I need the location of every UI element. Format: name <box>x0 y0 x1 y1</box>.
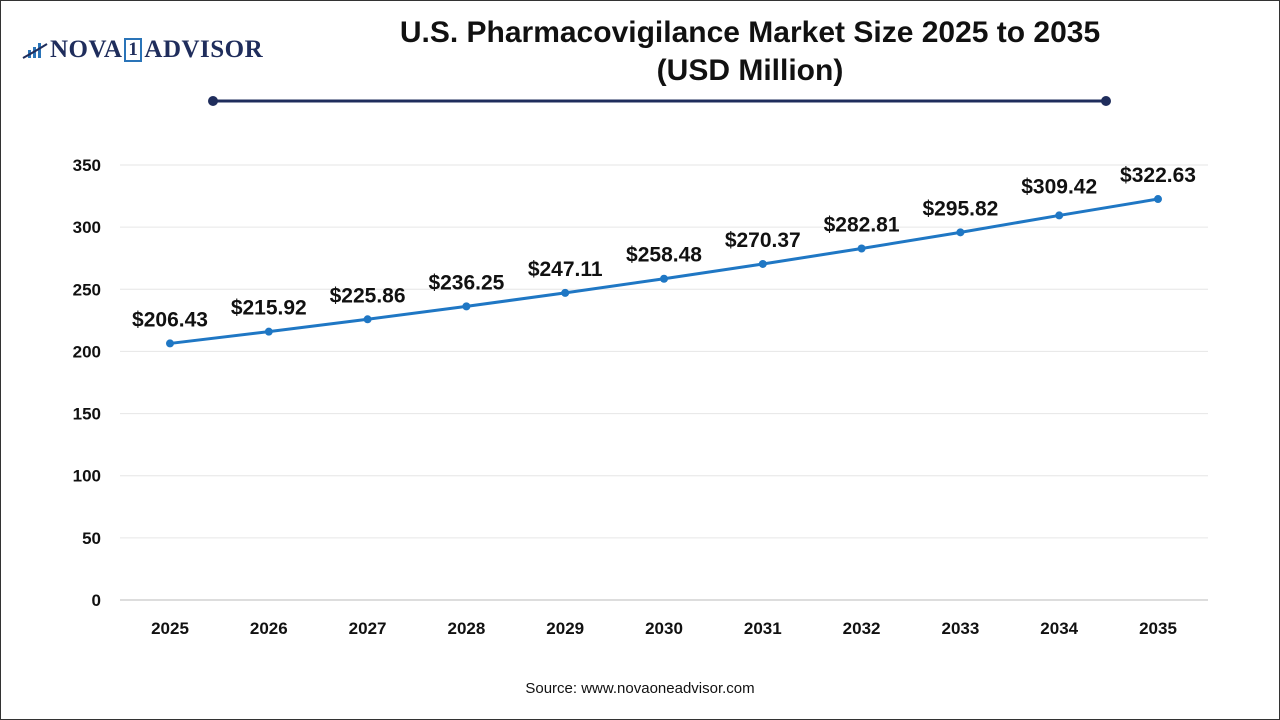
data-label: $322.63 <box>1120 164 1196 187</box>
data-point <box>1055 211 1064 220</box>
y-tick-label: 300 <box>73 218 101 237</box>
title-line2: (USD Million) <box>656 54 844 87</box>
x-tick-label: 2033 <box>941 619 979 638</box>
logo: NOVA 1 ADVISOR <box>22 36 263 64</box>
data-point <box>264 327 273 336</box>
logo-text-right: ADVISOR <box>144 36 264 63</box>
data-label: $309.42 <box>1021 175 1097 198</box>
x-tick-label: 2028 <box>447 619 485 638</box>
title-line1: U.S. Pharmacovigilance Market Size 2025 … <box>399 16 1101 49</box>
x-tick-label: 2025 <box>151 619 189 638</box>
y-tick-label: 50 <box>82 529 101 548</box>
data-point <box>857 244 866 253</box>
series-line <box>169 197 1159 345</box>
y-tick-label: 200 <box>73 342 101 361</box>
y-tick-label: 150 <box>73 405 101 424</box>
y-tick-label: 100 <box>73 467 101 486</box>
data-label: $270.37 <box>725 229 801 252</box>
x-tick-label: 2031 <box>744 619 782 638</box>
data-point <box>166 339 174 348</box>
chart-title: U.S. Pharmacovigilance Market Size 2025 … <box>300 14 1200 90</box>
data-label: $206.43 <box>132 308 208 331</box>
x-tick-label: 2035 <box>1139 619 1177 638</box>
y-tick-label: 0 <box>92 591 101 610</box>
data-point <box>561 288 570 297</box>
x-tick-label: 2030 <box>645 619 683 638</box>
y-tick-label: 350 <box>73 156 101 175</box>
data-point <box>660 274 668 283</box>
source-note: Source: www.novaoneadvisor.com <box>525 680 755 697</box>
data-label: $295.82 <box>922 197 998 220</box>
logo-text-box: 1 <box>124 38 143 62</box>
y-tick-label: 250 <box>73 280 101 299</box>
data-label: $282.81 <box>824 214 900 237</box>
data-label: $247.11 <box>528 258 603 281</box>
data-point <box>1154 195 1162 204</box>
data-label: $225.86 <box>330 284 406 307</box>
x-tick-label: 2027 <box>349 619 387 638</box>
title-rule-dot-left <box>208 96 218 106</box>
data-point <box>363 315 372 324</box>
data-point <box>758 259 767 268</box>
data-label: $215.92 <box>231 297 307 320</box>
title-rule-dot-right <box>1101 96 1111 106</box>
logo-bars-icon <box>22 43 48 59</box>
x-tick-label: 2029 <box>546 619 584 638</box>
x-tick-label: 2034 <box>1040 619 1078 638</box>
data-point <box>956 228 965 237</box>
data-point <box>462 302 471 311</box>
data-label: $258.48 <box>626 244 702 267</box>
x-tick-label: 2032 <box>843 619 881 638</box>
x-tick-label: 2026 <box>250 619 288 638</box>
data-label: $236.25 <box>428 271 504 294</box>
logo-text-left: NOVA <box>50 36 123 63</box>
